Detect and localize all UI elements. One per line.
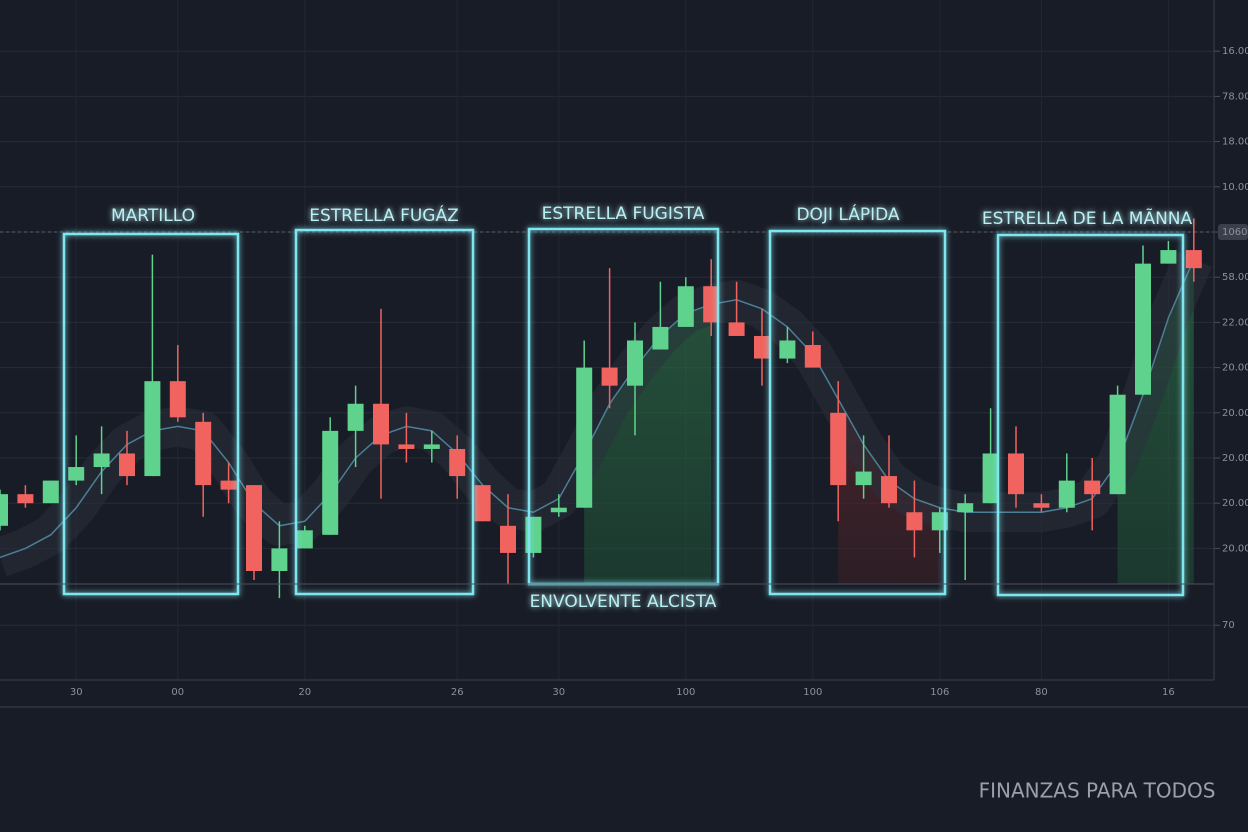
pattern-box <box>996 233 1185 597</box>
y-tick-label: 20.00 <box>1222 543 1248 554</box>
candle-body <box>550 507 567 513</box>
candle-body <box>881 476 897 504</box>
candle-body <box>144 381 161 477</box>
y-tick-label: 70 <box>1222 620 1235 631</box>
candle-body <box>322 430 339 535</box>
candle-body <box>271 548 288 571</box>
pattern-sublabel: ENVOLVENTE ALCISTA <box>530 592 717 612</box>
y-tick-label: 18.00 <box>1222 137 1248 148</box>
y-tick-label: 1060 <box>1222 227 1247 238</box>
x-tick-label: 30 <box>70 687 83 698</box>
candle-body <box>601 367 618 386</box>
candle-body <box>296 530 313 549</box>
candle-body <box>119 453 135 477</box>
candle-body <box>576 367 593 508</box>
candle-body <box>17 494 34 504</box>
x-tick-label: 100 <box>803 687 822 698</box>
candle-body <box>42 480 59 504</box>
candle-body <box>1109 394 1126 495</box>
candle-body <box>906 512 923 531</box>
candle-body <box>347 403 364 431</box>
candle-body <box>1008 453 1024 495</box>
candle-body <box>627 340 643 386</box>
x-tick-label: 106 <box>930 687 949 698</box>
pattern-box <box>294 228 475 596</box>
pattern-label: ESTRELLA FUGÁZ <box>309 204 459 226</box>
candle-body <box>1033 503 1050 508</box>
x-tick-label: 16 <box>1162 687 1175 698</box>
y-tick-label: 20.00 <box>1222 408 1248 419</box>
y-tick-label: 22.00 <box>1222 317 1248 328</box>
candle-body <box>804 345 821 368</box>
candle-body <box>855 471 872 486</box>
candle-body <box>1185 250 1202 269</box>
candle-body <box>93 453 110 468</box>
pattern-label: DOJI LÁPIDA <box>796 203 899 225</box>
candle-body <box>754 335 770 359</box>
x-tick-label: 30 <box>552 687 565 698</box>
candle-body <box>169 381 186 418</box>
candle-body <box>957 503 974 513</box>
pattern-label: ESTRELLA DE LA MÃNNA <box>982 207 1193 229</box>
price-tag <box>1218 224 1248 240</box>
pattern-label: MARTILLO <box>111 206 195 226</box>
y-tick-label: 78.00 <box>1222 91 1248 102</box>
y-tick-label: 16.00 <box>1222 46 1248 57</box>
watermark: FINANZAS PARA TODOS <box>979 779 1216 803</box>
candle-body <box>220 480 237 490</box>
candle-body <box>0 494 8 526</box>
y-tick-label: 20.00 <box>1222 498 1248 509</box>
candle-body <box>830 412 847 486</box>
x-tick-label: 00 <box>171 687 184 698</box>
candle-body <box>677 286 694 327</box>
candle-body <box>982 453 999 504</box>
candle-body <box>500 525 516 553</box>
y-tick-label: 58.00 <box>1222 272 1248 283</box>
y-tick-label: 20.00 <box>1222 363 1248 374</box>
candle-body <box>1135 263 1151 395</box>
candle-body <box>703 286 720 323</box>
pattern-label: ESTRELLA FUGISTA <box>542 204 705 224</box>
candle-body <box>728 322 745 336</box>
y-tick-label: 10.00 <box>1222 182 1248 193</box>
candle-body <box>423 444 440 449</box>
candle-body <box>246 485 262 571</box>
x-tick-label: 26 <box>451 687 464 698</box>
x-tick-label: 20 <box>298 687 311 698</box>
candle-body <box>449 448 466 477</box>
candle-body <box>195 421 212 486</box>
x-tick-label: 100 <box>676 687 695 698</box>
candle-body <box>68 467 85 481</box>
candle-body <box>398 444 415 449</box>
candle-body <box>1084 480 1101 495</box>
candle-body <box>1058 480 1075 508</box>
pattern-box <box>62 232 240 596</box>
candle-body <box>373 403 389 445</box>
candle-body <box>474 485 491 522</box>
candle-body <box>652 326 669 350</box>
candle-body <box>1160 250 1177 264</box>
x-tick-label: 80 <box>1035 687 1048 698</box>
y-tick-label: 20.00 <box>1222 453 1248 464</box>
shaded-area <box>584 304 712 584</box>
pattern-box <box>768 229 947 596</box>
candle-body <box>779 340 796 359</box>
